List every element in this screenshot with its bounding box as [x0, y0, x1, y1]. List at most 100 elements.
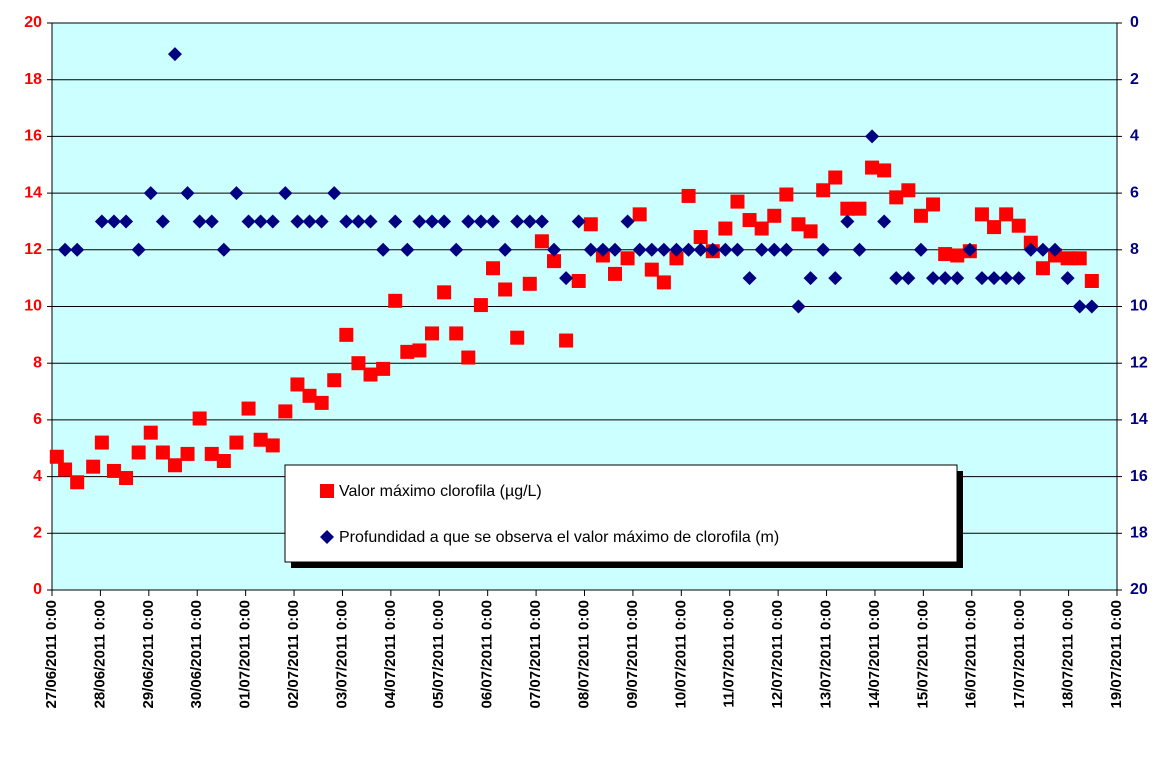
- point: [632, 242, 647, 257]
- y-tick-label: 8: [33, 354, 42, 371]
- x-tick-label: 27/06/2011 0:00: [43, 600, 60, 708]
- point: [1011, 271, 1026, 286]
- y-tick-label: 2: [33, 525, 42, 542]
- point: [889, 190, 904, 205]
- legend-label: Valor máximo clorofila (µg/L): [339, 483, 542, 500]
- point: [253, 432, 268, 447]
- x-tick-label: 15/07/2011 0:00: [914, 600, 931, 708]
- point: [926, 271, 941, 286]
- point: [595, 242, 610, 257]
- point: [425, 326, 440, 341]
- y-tick-label: 12: [24, 241, 42, 258]
- point: [216, 454, 231, 469]
- point: [889, 271, 904, 286]
- point: [913, 242, 928, 257]
- x-tick-label: 10/07/2011 0:00: [672, 600, 689, 708]
- y2-tick-label: 2: [1130, 71, 1139, 88]
- point: [974, 207, 989, 222]
- x-tick-label: 13/07/2011 0:00: [818, 600, 835, 708]
- point: [339, 327, 354, 342]
- point: [730, 194, 745, 209]
- y2-tick-label: 20: [1130, 581, 1148, 598]
- point: [327, 186, 342, 201]
- point: [363, 367, 378, 382]
- point: [106, 463, 121, 478]
- point: [779, 242, 794, 257]
- point: [987, 220, 1002, 235]
- point: [388, 293, 403, 308]
- y2-tick-label: 18: [1130, 525, 1148, 542]
- point: [131, 445, 146, 460]
- point: [119, 214, 134, 229]
- point: [302, 214, 317, 229]
- point: [767, 242, 782, 257]
- point: [1084, 273, 1099, 288]
- point: [693, 242, 708, 257]
- point: [192, 214, 207, 229]
- point: [70, 242, 85, 257]
- point: [510, 330, 525, 345]
- point: [180, 186, 195, 201]
- point: [669, 242, 684, 257]
- point: [522, 214, 537, 229]
- point: [559, 271, 574, 286]
- x-tick-label: 01/07/2011 0:00: [237, 600, 254, 708]
- point: [1072, 299, 1087, 314]
- x-tick-label: 28/06/2011 0:00: [91, 600, 108, 708]
- point: [938, 271, 953, 286]
- point: [607, 266, 622, 281]
- point: [58, 242, 73, 257]
- point: [828, 170, 843, 185]
- point: [1072, 251, 1087, 266]
- point: [681, 242, 696, 257]
- point: [840, 201, 855, 216]
- point: [791, 217, 806, 232]
- point: [607, 242, 622, 257]
- point: [571, 214, 586, 229]
- point: [1035, 261, 1050, 276]
- point: [534, 234, 549, 249]
- point: [705, 242, 720, 257]
- point: [376, 361, 391, 376]
- legend-marker: [320, 530, 334, 544]
- point: [559, 333, 574, 348]
- point: [302, 388, 317, 403]
- x-tick-label: 18/07/2011 0:00: [1060, 600, 1077, 708]
- point: [265, 438, 280, 453]
- point: [290, 377, 305, 392]
- point: [339, 214, 354, 229]
- y-tick-label: 20: [24, 14, 42, 31]
- point: [840, 214, 855, 229]
- point: [412, 214, 427, 229]
- point: [901, 271, 916, 286]
- y2-tick-label: 4: [1130, 128, 1139, 145]
- point: [1060, 271, 1075, 286]
- point: [522, 276, 537, 291]
- point: [204, 446, 219, 461]
- point: [779, 187, 794, 202]
- point: [644, 262, 659, 277]
- point: [351, 214, 366, 229]
- point: [767, 208, 782, 223]
- point: [400, 344, 415, 359]
- point: [754, 221, 769, 236]
- point: [327, 373, 342, 388]
- point: [877, 163, 892, 178]
- point: [425, 214, 440, 229]
- legend-box: [284, 464, 958, 563]
- legend: Valor máximo clorofila (µg/L) Profundida…: [284, 464, 963, 568]
- x-tick-label: 17/07/2011 0:00: [1011, 600, 1028, 708]
- point: [742, 213, 757, 228]
- y2-tick-label: 8: [1130, 241, 1139, 258]
- point: [94, 435, 109, 450]
- point: [449, 242, 464, 257]
- point: [204, 214, 219, 229]
- x-tick-label: 05/07/2011 0:00: [430, 600, 447, 708]
- point: [106, 214, 121, 229]
- point: [155, 445, 170, 460]
- point: [94, 214, 109, 229]
- point: [877, 214, 892, 229]
- point: [754, 242, 769, 257]
- point: [437, 285, 452, 300]
- point: [58, 462, 73, 477]
